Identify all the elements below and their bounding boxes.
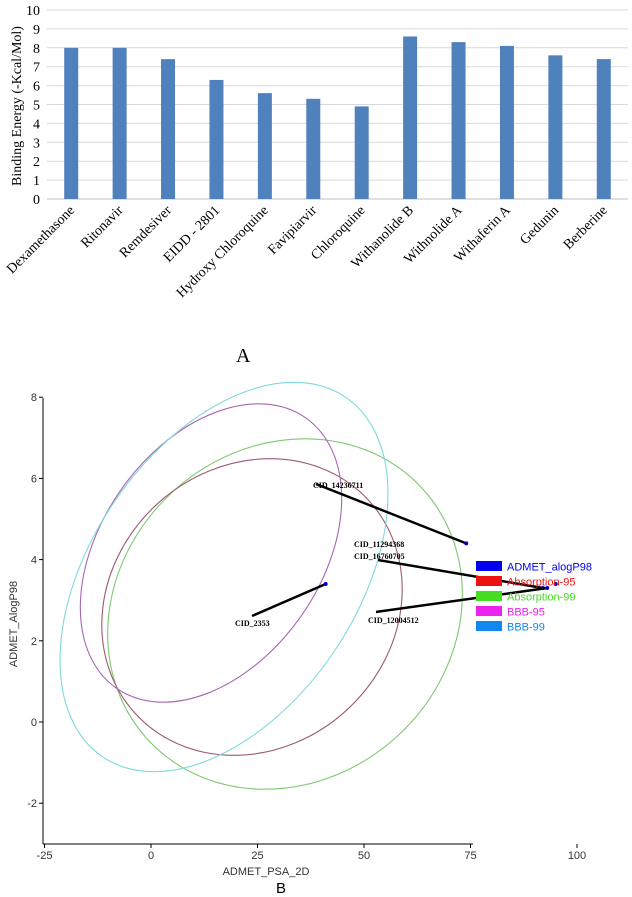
panel-label-b: B: [276, 880, 286, 897]
scatter-x-tick-label: 0: [148, 850, 154, 862]
scatter-y-tick-label: 2: [31, 636, 37, 648]
point-leader-line: [315, 482, 467, 545]
bar-chart-panel-a: 0 1 2 3 4 5 6 7 8 9 10 Dexamethasone RitonavirRemde…: [4, 4, 628, 367]
bar-x-tick-label: Berberine: [561, 203, 611, 253]
bar-y-tick-label: 10: [26, 4, 40, 19]
bar-y-tick-label: 9: [33, 23, 40, 38]
bar: [548, 55, 563, 199]
bar-chart-y-axis-label: Binding Energy (-Kcal/Mol): [10, 26, 25, 186]
scatter-x-tick-label: 50: [358, 850, 370, 862]
bar: [257, 93, 272, 199]
scatter-y-tick-label: 8: [31, 392, 37, 404]
bar-chart-gridlines: [47, 9, 628, 181]
legend-swatch: [476, 561, 502, 571]
scatter-x-tick-label: 25: [251, 850, 263, 862]
panel-label-a: A: [236, 345, 251, 367]
scatter-chart-x-tick-labels: -50-250255075100125: [37, 850, 587, 862]
bar-y-tick-label: 4: [33, 117, 40, 132]
scatter-point: [545, 586, 550, 591]
scatter-point: [553, 581, 558, 586]
ellipse-absorption-99: [107, 438, 463, 790]
scatter-chart-y-axis-label: ADMET_AlogP98: [8, 581, 20, 667]
scatter-chart-ellipses: [59, 381, 463, 790]
bar: [112, 47, 127, 199]
bar-chart-y-tick-labels: 0 1 2 3 4 5 6 7 8 9 10: [26, 4, 40, 208]
scatter-x-tick-label: -25: [37, 850, 53, 862]
bar: [499, 45, 514, 199]
legend-swatch: [476, 576, 502, 586]
ellipse-absorption-95: [101, 458, 403, 756]
legend-label: Absorption-99: [507, 592, 576, 604]
legend-label: BBB-99: [507, 622, 545, 634]
point-label: CID_12004512: [368, 616, 419, 625]
bar-y-tick-label: 6: [33, 80, 40, 95]
bar-y-tick-label: 2: [33, 155, 40, 170]
legend-label: BBB-95: [507, 607, 545, 619]
scatter-y-tick-label: 0: [31, 717, 37, 729]
bar: [306, 98, 321, 199]
point-leader-line: [377, 558, 544, 590]
scatter-y-tick-label: -2: [27, 798, 37, 810]
scatter-chart-legend: ADMET_alogP98 Absorption-95 Absorption-99 B…: [476, 561, 592, 634]
point-leader-line: [251, 582, 327, 618]
legend-label: ADMET_alogP98: [507, 562, 592, 574]
scatter-x-tick-label: 75: [464, 850, 476, 862]
bar-y-tick-label: 3: [33, 136, 40, 151]
bar: [209, 79, 224, 199]
scatter-chart-x-axis-label: ADMET_PSA_2D: [223, 866, 310, 878]
scatter-chart-y-tick-labels: -2 0 2 4 6 8: [27, 392, 37, 810]
bar-x-tick-label: Dexamethasone: [4, 203, 78, 277]
scatter-chart-points: CID_14236711 CID_11294368 CID_16760705 CID_…: [235, 481, 558, 628]
bar: [403, 36, 418, 200]
bar-y-tick-label: 7: [33, 61, 40, 76]
point-leader-line: [375, 586, 548, 614]
bar: [161, 59, 176, 199]
bar-chart-bars: [64, 36, 611, 200]
bar-y-tick-label: 5: [33, 99, 40, 114]
point-label: CID_2353: [235, 619, 270, 628]
point-label: CID_14236711: [313, 481, 363, 490]
bar: [64, 47, 79, 199]
bar: [596, 59, 611, 199]
legend-swatch: [476, 606, 502, 616]
ellipse-bbb-95: [79, 403, 343, 703]
bar-y-tick-label: 8: [33, 42, 40, 57]
bar-x-tick-label: Hydroxy Chloroquine: [174, 203, 272, 301]
scatter-x-tick-label: 100: [568, 850, 586, 862]
scatter-y-tick-label: 6: [31, 473, 37, 485]
bar-y-tick-label: 1: [33, 174, 40, 189]
scatter-point: [323, 581, 328, 586]
legend-swatch: [476, 591, 502, 601]
legend-label: Absorption-95: [507, 577, 576, 589]
bar: [451, 42, 466, 199]
legend-swatch: [476, 621, 502, 631]
bar-x-tick-label: Ritonavir: [78, 203, 126, 251]
point-label: CID_11294368: [354, 540, 404, 549]
point-label: CID_16760705: [354, 552, 405, 561]
scatter-y-tick-label: 4: [31, 555, 37, 567]
bar: [354, 106, 369, 199]
bar-x-tick-label: Gedunin: [518, 203, 563, 248]
scatter-point: [464, 541, 469, 546]
scatter-chart-axes: [39, 396, 578, 848]
ellipse-bbb-99: [59, 381, 389, 773]
bar-y-tick-label: 0: [33, 193, 40, 208]
